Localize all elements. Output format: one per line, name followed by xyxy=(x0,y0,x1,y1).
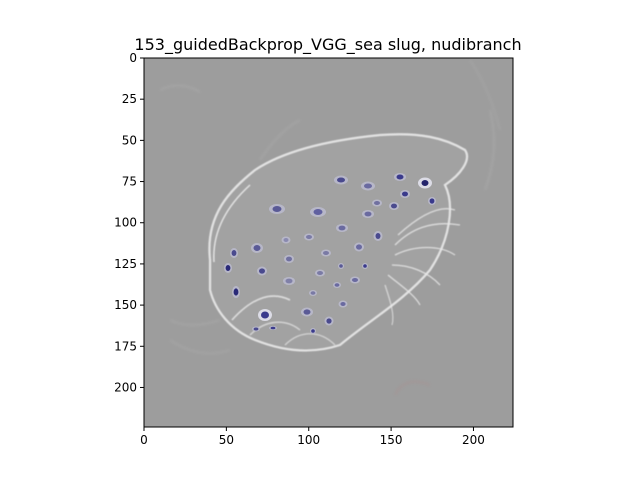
slug-outline xyxy=(208,133,469,352)
y-tick-label: 200 xyxy=(114,380,137,394)
x-tick-label: 50 xyxy=(219,433,234,447)
y-tick-label: 100 xyxy=(114,216,137,230)
background-noise xyxy=(159,59,501,396)
y-axis-ticks: 0 25 50 75 100 125 150 175 200 xyxy=(114,51,144,394)
y-tick-label: 75 xyxy=(122,175,137,189)
y-tick-label: 125 xyxy=(114,257,137,271)
x-tick-label: 100 xyxy=(297,433,320,447)
y-tick-label: 0 xyxy=(129,51,137,65)
y-tick-label: 25 xyxy=(122,92,137,106)
spots xyxy=(224,173,436,334)
x-axis-ticks: 0 50 100 150 200 xyxy=(140,427,485,447)
x-tick-label: 200 xyxy=(462,433,485,447)
y-tick-label: 150 xyxy=(114,298,137,312)
figure-title: 153_guidedBackprop_VGG_sea slug, nudibra… xyxy=(134,35,521,55)
y-tick-label: 50 xyxy=(122,133,137,147)
y-tick-label: 175 xyxy=(114,339,137,353)
image-panel xyxy=(144,58,513,427)
axes-frame xyxy=(143,57,514,428)
x-tick-label: 150 xyxy=(380,433,403,447)
x-tick-label: 0 xyxy=(140,433,148,447)
